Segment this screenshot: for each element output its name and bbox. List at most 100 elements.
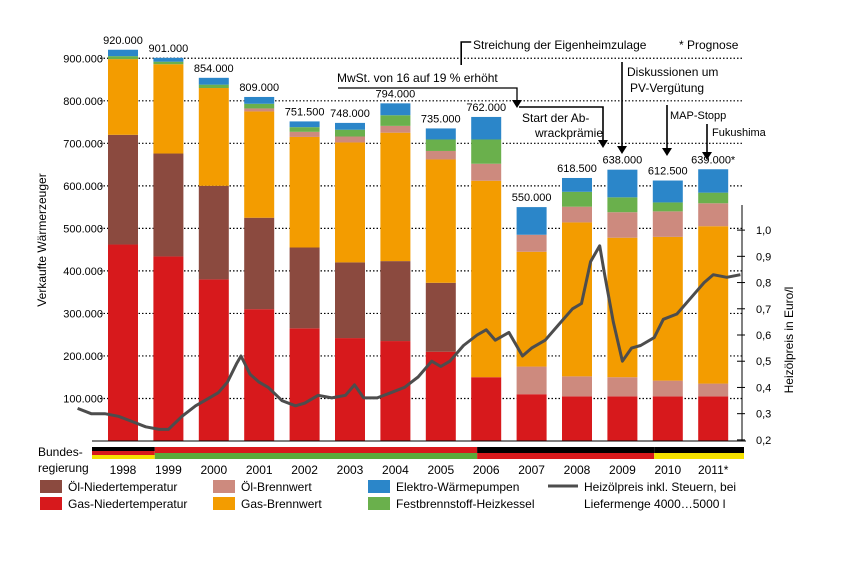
total-label: 762.000 (466, 102, 506, 114)
bar-segment (562, 177, 592, 192)
y-tick-label: 900.000 (63, 53, 103, 65)
bar-segment (652, 202, 683, 212)
bar-segment (244, 217, 275, 310)
x-tick-label: 2009 (609, 463, 636, 477)
y2-tick-label: 0,4 (756, 382, 771, 394)
x-tick-label: 2003 (337, 463, 364, 477)
bar-segment (698, 396, 729, 441)
total-label: 748.000 (330, 108, 370, 120)
y2-tick-label: 1,0 (756, 225, 771, 237)
government-band (92, 455, 155, 459)
bar-segment (289, 131, 320, 137)
bar-segment (335, 129, 365, 137)
y2-tick-label: 0,9 (756, 251, 771, 263)
government-band (477, 447, 655, 453)
x-tick-label: 2006 (473, 463, 500, 477)
government-band (154, 447, 478, 453)
y-tick-label: 100.000 (63, 393, 103, 405)
bar-segment (108, 56, 138, 60)
bar-segment (471, 180, 502, 378)
x-tick-label: 2002 (291, 463, 318, 477)
bar-segment (108, 49, 138, 57)
legend-label: Elektro-Wärmepumpen (396, 480, 519, 494)
bar-segment (108, 59, 138, 135)
bar-segment (607, 237, 638, 378)
legend-swatch (213, 497, 235, 510)
government-band (92, 451, 155, 455)
bar-segment (335, 122, 365, 130)
legend-label: Gas-Niedertemperatur (68, 497, 187, 511)
government-band (154, 453, 478, 459)
legend-label: Festbrennstoff-Heizkessel (396, 497, 535, 511)
legend-label: Gas-Brennwert (241, 497, 322, 511)
bar-segment (516, 234, 547, 252)
axes: 100.000 200.000 300.000 400.000 500.000 600.0… (35, 53, 796, 447)
bar-segment (244, 103, 275, 109)
x-tick-label: 2005 (427, 463, 454, 477)
x-tick-label: 2011* (698, 463, 729, 477)
annotation-leader (338, 87, 518, 100)
government-band (92, 447, 155, 451)
bar-segment (289, 121, 320, 128)
bar-segment (335, 136, 365, 143)
annotation-prognose: * Prognose (679, 38, 739, 52)
bar-segment (652, 380, 683, 397)
bar-segment (698, 383, 729, 397)
bar-segment (607, 212, 638, 238)
bar-segment (471, 116, 502, 140)
annotation-fukushima: Fukushima (712, 127, 767, 139)
bar-segment (607, 197, 638, 213)
bar-segment (652, 180, 683, 203)
government-band (477, 453, 655, 459)
x-tick-label: 2010 (654, 463, 681, 477)
bar-segment (244, 111, 275, 218)
bar-segment (198, 84, 229, 89)
bar-segment (471, 139, 502, 164)
total-label: 920.000 (103, 35, 143, 47)
bar-segment (153, 256, 184, 441)
bar-segment (562, 376, 592, 397)
bar-segment (607, 169, 638, 198)
government-band (654, 447, 744, 453)
total-label: 618.500 (557, 163, 597, 175)
bar-segment (335, 142, 365, 263)
annotation-pv-1: Diskussionen um (627, 65, 718, 79)
annotation-map: MAP-Stopp (670, 110, 726, 122)
bar-segment (198, 77, 229, 85)
arrow-icon (598, 140, 608, 148)
bar-segment (607, 396, 638, 441)
bar-segment (289, 127, 320, 132)
y2-tick-label: 0,6 (756, 330, 771, 342)
bar-segment (153, 61, 184, 65)
bar-segment (562, 222, 592, 377)
x-tick-label: 2001 (246, 463, 273, 477)
y2-tick-label: 0,2 (756, 435, 771, 447)
bar-segment (562, 191, 592, 207)
y-tick-label: 300.000 (63, 308, 103, 320)
bar-segment (516, 394, 547, 441)
legend-label: Öl-Brennwert (241, 480, 312, 494)
annotation-abwrack-1: Start der Ab- (522, 111, 589, 125)
y2-tick-label: 0,8 (756, 278, 771, 290)
bar-segment (380, 103, 411, 116)
x-tick-label: 1999 (155, 463, 182, 477)
annotation-pv-2: PV-Vergütung (630, 81, 704, 95)
y2-axis-label: Heizölpreis in Euro/l (782, 287, 796, 394)
bar-segment (289, 328, 320, 441)
legend-swatch (368, 497, 390, 510)
legend: Öl-Niedertemperatur Öl-Brennwert Elektro-W… (40, 480, 736, 511)
annotation-eigenheimzulage: Streichung der Eigenheimzulage (473, 38, 647, 52)
bar-segment (562, 206, 592, 223)
annotation-abwrack-2: wrackprämie (534, 126, 603, 140)
legend-swatch (40, 480, 62, 493)
x-tick-label: 1998 (110, 463, 137, 477)
annotation-leader (460, 41, 472, 65)
total-label: 735.000 (421, 113, 461, 125)
total-labels: 920.000 901.000 854.000 809.000 751.500 748.0… (103, 35, 736, 204)
bar-segment (153, 64, 184, 154)
legend-label: Heizölpreis inkl. Steuern, bei (584, 480, 736, 494)
bar-segment (289, 247, 320, 329)
total-label: 751.500 (285, 106, 325, 118)
arrow-icon (702, 152, 712, 160)
